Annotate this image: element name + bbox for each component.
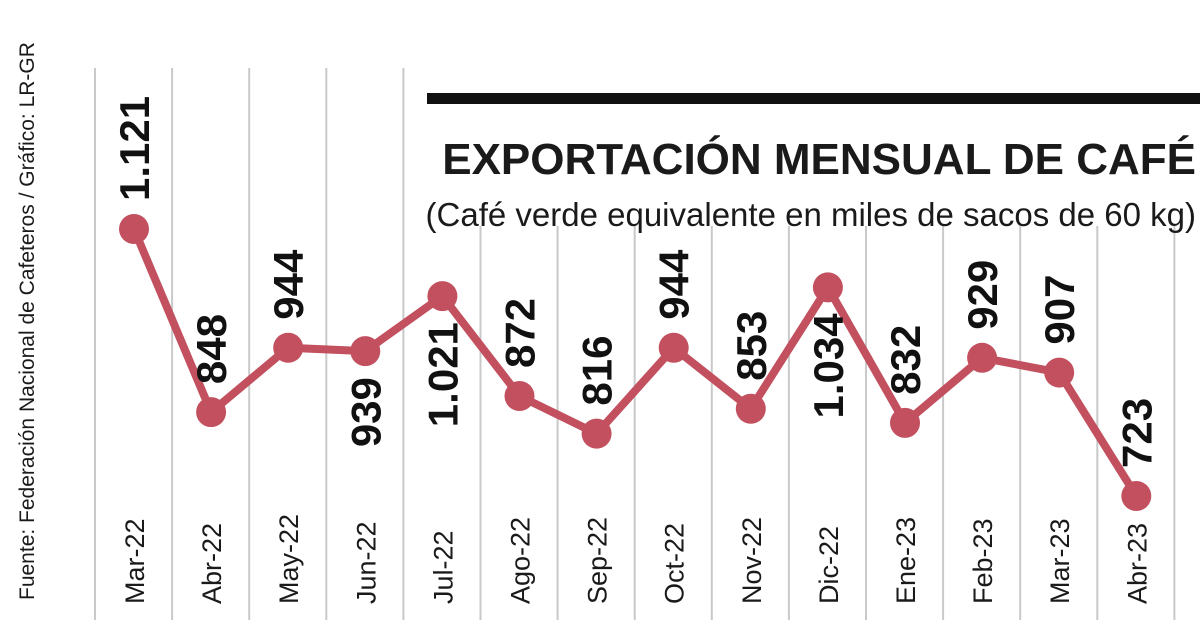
data-label: 929 xyxy=(959,260,1006,330)
data-labels: 1.121 848 944 939 1.021 872 816 944 853 1.034 832 9… xyxy=(111,96,1160,468)
data-point xyxy=(427,281,458,312)
x-tick-label: Ago-22 xyxy=(506,517,536,604)
chart-title: EXPORTACIÓN MENSUAL DE CAFÉ xyxy=(442,134,1196,184)
x-tick-label: Mar-23 xyxy=(1045,518,1075,604)
data-point xyxy=(273,332,304,363)
x-tick-label: Abr-23 xyxy=(1122,523,1152,604)
data-label: 848 xyxy=(188,314,235,384)
x-tick-label: Oct-22 xyxy=(660,523,690,604)
data-point xyxy=(1121,481,1152,511)
x-tick-label: Jun-22 xyxy=(351,521,381,604)
x-tick-label: Abr-22 xyxy=(197,523,227,604)
data-point xyxy=(967,342,998,373)
data-label: 939 xyxy=(342,377,389,447)
x-tick-label: Ene-23 xyxy=(891,517,921,604)
data-point xyxy=(658,332,689,363)
data-point xyxy=(812,272,843,303)
x-tick-label: Nov-22 xyxy=(737,517,767,604)
title-rule xyxy=(427,93,1200,104)
x-tick-label: May-22 xyxy=(274,514,304,604)
data-point xyxy=(119,214,149,244)
data-label: 872 xyxy=(497,298,544,368)
data-point xyxy=(890,407,920,438)
data-label: 944 xyxy=(265,249,312,320)
x-tick-label: Jul-22 xyxy=(428,530,458,604)
data-point xyxy=(735,393,766,424)
x-tick-label: Feb-23 xyxy=(968,518,998,604)
data-label: 944 xyxy=(651,249,698,320)
x-tick-label: Sep-22 xyxy=(583,517,613,604)
data-label: 832 xyxy=(882,325,929,395)
data-label: 723 xyxy=(1113,398,1160,468)
vertical-gridlines xyxy=(94,68,1176,620)
data-point xyxy=(1044,357,1075,388)
data-point xyxy=(350,336,381,367)
data-label: 816 xyxy=(574,336,621,406)
chart-subtitle: (Café verde equivalente en miles de saco… xyxy=(426,196,1196,233)
source-note: Fuente: Federación Nacional de Cafeteros… xyxy=(16,42,39,600)
series-points xyxy=(119,214,1152,511)
data-label: 1.034 xyxy=(805,313,852,419)
data-point xyxy=(504,381,535,412)
x-axis-ticks: Mar-22 Abr-22 May-22 Jun-22 Jul-22 Ago-22 Sep-… xyxy=(120,514,1152,604)
data-label: 853 xyxy=(728,311,775,381)
data-label: 907 xyxy=(1036,274,1083,344)
data-point xyxy=(581,418,612,449)
data-label: 1.121 xyxy=(111,96,158,201)
data-point xyxy=(196,397,227,428)
x-tick-label: Dic-22 xyxy=(814,526,844,604)
x-tick-label: Mar-22 xyxy=(120,518,150,604)
data-label: 1.021 xyxy=(419,322,466,427)
